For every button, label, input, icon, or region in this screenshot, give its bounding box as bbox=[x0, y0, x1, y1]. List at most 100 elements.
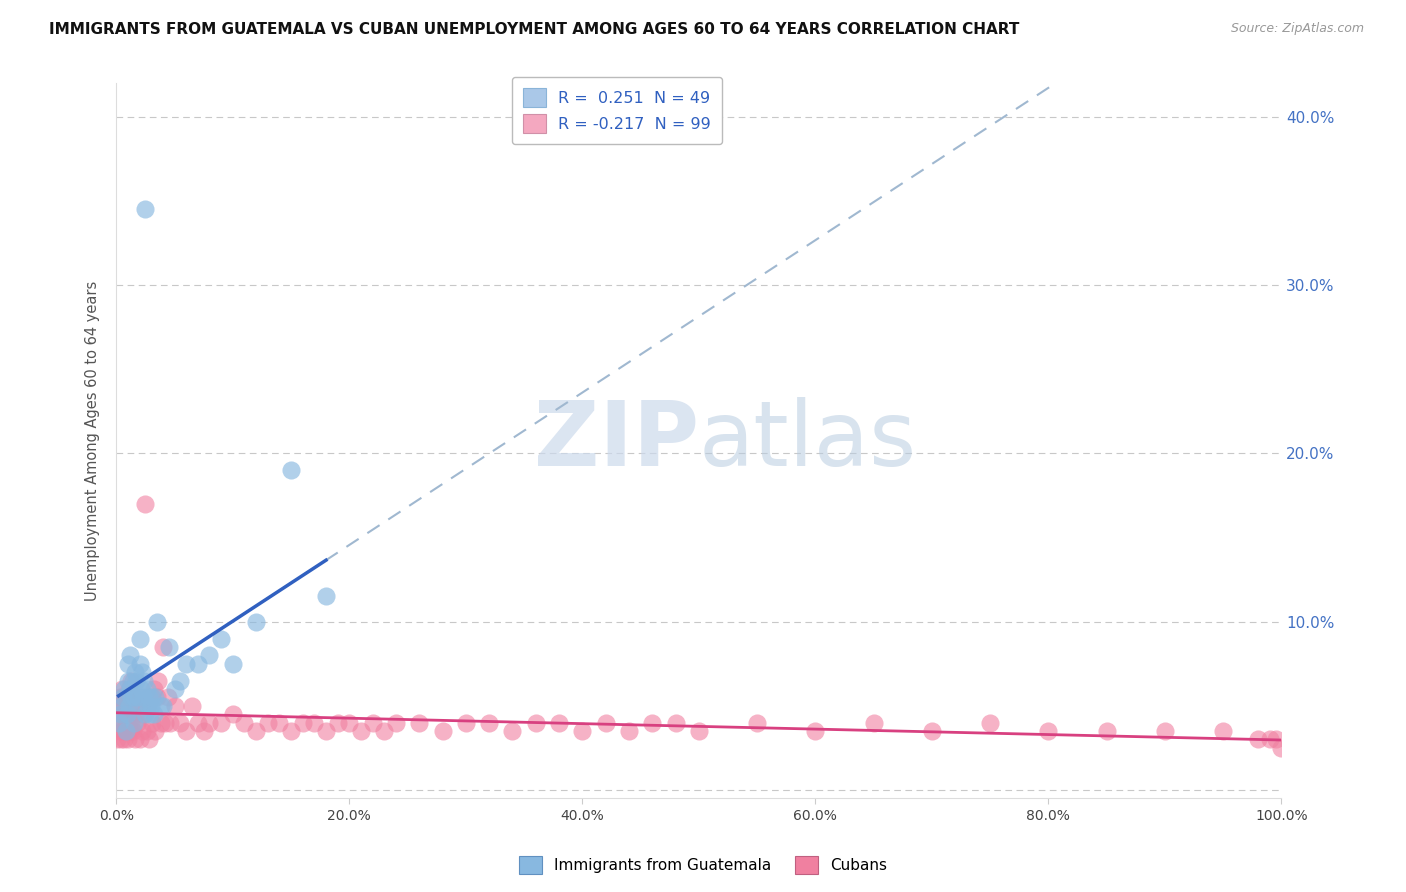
Point bbox=[149, 698, 172, 713]
Point bbox=[174, 657, 197, 671]
Point bbox=[1095, 724, 1118, 739]
Point bbox=[209, 632, 232, 646]
Point bbox=[187, 657, 209, 671]
Point bbox=[125, 707, 148, 722]
Legend: Immigrants from Guatemala, Cubans: Immigrants from Guatemala, Cubans bbox=[513, 850, 893, 880]
Point bbox=[125, 673, 148, 688]
Point bbox=[198, 648, 221, 663]
Point bbox=[385, 715, 408, 730]
Point bbox=[120, 724, 142, 739]
Point bbox=[641, 715, 664, 730]
Point bbox=[688, 724, 710, 739]
Point bbox=[112, 681, 135, 696]
Point bbox=[148, 673, 170, 688]
Point bbox=[1212, 724, 1234, 739]
Point bbox=[128, 632, 150, 646]
Point bbox=[117, 673, 139, 688]
Point bbox=[291, 715, 314, 730]
Point bbox=[117, 698, 139, 713]
Point bbox=[141, 715, 163, 730]
Point bbox=[142, 707, 165, 722]
Point bbox=[111, 715, 134, 730]
Point bbox=[114, 724, 136, 739]
Point bbox=[108, 724, 131, 739]
Point bbox=[129, 681, 152, 696]
Point bbox=[862, 715, 884, 730]
Point bbox=[114, 707, 136, 722]
Point bbox=[595, 715, 617, 730]
Point bbox=[132, 690, 155, 705]
Point bbox=[143, 724, 166, 739]
Point bbox=[107, 715, 129, 730]
Point bbox=[115, 690, 138, 705]
Point bbox=[120, 698, 142, 713]
Point bbox=[112, 698, 135, 713]
Point bbox=[548, 715, 571, 730]
Point bbox=[138, 690, 160, 705]
Point bbox=[1258, 732, 1281, 747]
Point bbox=[129, 690, 152, 705]
Point bbox=[120, 715, 142, 730]
Point bbox=[120, 673, 142, 688]
Point bbox=[478, 715, 501, 730]
Point bbox=[269, 715, 291, 730]
Point bbox=[256, 715, 278, 730]
Point bbox=[111, 698, 134, 713]
Point bbox=[121, 673, 143, 688]
Point bbox=[143, 690, 166, 705]
Point bbox=[127, 698, 149, 713]
Point bbox=[664, 715, 686, 730]
Point bbox=[169, 673, 191, 688]
Point bbox=[110, 707, 132, 722]
Point bbox=[198, 715, 221, 730]
Point bbox=[169, 715, 191, 730]
Point bbox=[110, 707, 132, 722]
Point bbox=[115, 715, 138, 730]
Point bbox=[128, 657, 150, 671]
Point bbox=[112, 690, 135, 705]
Point bbox=[1270, 740, 1292, 755]
Point bbox=[121, 724, 143, 739]
Point bbox=[118, 681, 141, 696]
Point bbox=[1264, 732, 1286, 747]
Point bbox=[181, 698, 204, 713]
Point bbox=[304, 715, 326, 730]
Point bbox=[112, 732, 135, 747]
Point bbox=[112, 724, 135, 739]
Point bbox=[454, 715, 477, 730]
Point bbox=[131, 665, 153, 680]
Point bbox=[146, 615, 169, 629]
Point bbox=[139, 707, 162, 722]
Point bbox=[124, 732, 146, 747]
Point bbox=[337, 715, 360, 730]
Point bbox=[152, 640, 174, 654]
Point bbox=[804, 724, 827, 739]
Point bbox=[432, 724, 454, 739]
Point bbox=[134, 497, 156, 511]
Text: atlas: atlas bbox=[699, 397, 917, 484]
Point bbox=[617, 724, 640, 739]
Point bbox=[571, 724, 593, 739]
Text: ZIP: ZIP bbox=[534, 397, 699, 484]
Point bbox=[222, 707, 245, 722]
Point bbox=[107, 715, 129, 730]
Point bbox=[187, 715, 209, 730]
Point bbox=[108, 690, 131, 705]
Point bbox=[142, 681, 165, 696]
Point bbox=[120, 648, 142, 663]
Point bbox=[115, 707, 138, 722]
Point bbox=[132, 707, 155, 722]
Point bbox=[134, 707, 156, 722]
Point bbox=[156, 690, 179, 705]
Point bbox=[361, 715, 384, 730]
Point bbox=[122, 715, 145, 730]
Point bbox=[979, 715, 1001, 730]
Point bbox=[163, 698, 186, 713]
Point bbox=[146, 690, 169, 705]
Point bbox=[408, 715, 430, 730]
Point bbox=[245, 615, 267, 629]
Point bbox=[118, 715, 141, 730]
Point bbox=[107, 732, 129, 747]
Point bbox=[280, 463, 302, 477]
Point bbox=[315, 724, 337, 739]
